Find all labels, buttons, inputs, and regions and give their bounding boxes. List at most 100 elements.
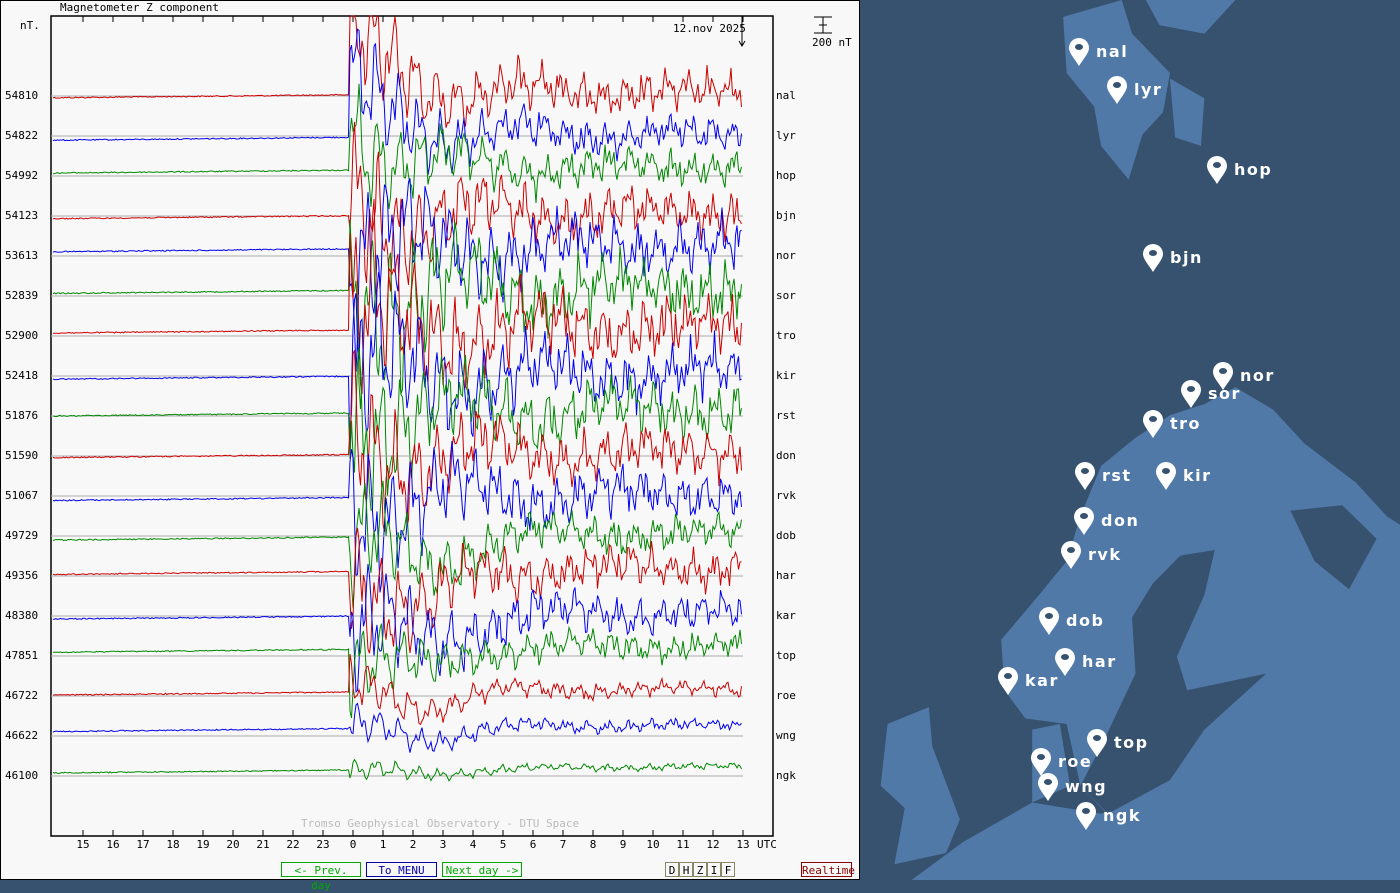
trace-kar: [52, 563, 742, 694]
baseline-value-har: 49356: [5, 569, 39, 582]
component-button-i[interactable]: I: [707, 862, 721, 877]
hour-tick-label: 0: [349, 838, 357, 851]
map-pin-icon-kir[interactable]: [1155, 461, 1177, 491]
magnetometer-plot-panel: Magnetometer Z component nT. 12.nov 2025…: [0, 0, 860, 892]
station-code-nal: nal: [776, 89, 796, 102]
map-pin-icon-lyr[interactable]: [1106, 75, 1128, 105]
map-pin-icon-tro[interactable]: [1142, 409, 1164, 439]
hour-tick-label: 2: [409, 838, 417, 851]
map-label-rst[interactable]: rst: [1102, 466, 1132, 485]
map-label-nal[interactable]: nal: [1096, 42, 1129, 61]
hour-tick-label: 17: [136, 838, 150, 851]
baseline-value-kir: 52418: [5, 369, 39, 382]
hour-tick-label: 5: [499, 838, 507, 851]
hour-tick-label: 8: [589, 838, 597, 851]
map-background: [880, 0, 1400, 880]
map-pin-icon-har[interactable]: [1054, 647, 1076, 677]
hour-tick-label: 13: [736, 838, 750, 851]
baseline-value-kar: 48380: [5, 609, 39, 622]
map-pin-icon-rst[interactable]: [1074, 461, 1096, 491]
map-pin-icon-top[interactable]: [1086, 728, 1108, 758]
baseline-value-dob: 49729: [5, 529, 39, 542]
date-arrow-head: [738, 40, 746, 47]
hour-tick-label: 19: [196, 838, 210, 851]
map-label-dob[interactable]: dob: [1066, 611, 1105, 630]
scale-label: 200 nT: [812, 36, 852, 49]
baseline-value-lyr: 54822: [5, 129, 39, 142]
trace-don: [52, 350, 742, 532]
hour-tick-label: 20: [226, 838, 240, 851]
hour-tick-label: 3: [439, 838, 447, 851]
station-map: nal lyr hop bjn nor sor tro rst kir don rvk dob har k…: [860, 0, 1400, 880]
hour-tick-label: 6: [529, 838, 537, 851]
baseline-value-nor: 53613: [5, 249, 39, 262]
component-button-f[interactable]: F: [721, 862, 735, 877]
hour-tick-label: 1: [379, 838, 387, 851]
map-label-wng[interactable]: wng: [1065, 777, 1108, 796]
baseline-value-tro: 52900: [5, 329, 39, 342]
map-label-rvk[interactable]: rvk: [1088, 545, 1122, 564]
map-pin-icon-don[interactable]: [1073, 506, 1095, 536]
map-label-kar[interactable]: kar: [1025, 671, 1059, 690]
component-button-d[interactable]: D: [665, 862, 679, 877]
map-label-kir[interactable]: kir: [1183, 466, 1212, 485]
map-pin-icon-wng[interactable]: [1037, 772, 1059, 802]
map-pin-icon-nor[interactable]: [1212, 361, 1234, 391]
white-sea: [1290, 505, 1377, 590]
map-pin-icon-dob[interactable]: [1038, 606, 1060, 636]
component-button-h[interactable]: H: [679, 862, 693, 877]
map-label-har[interactable]: har: [1082, 652, 1117, 671]
great-britain: [880, 707, 960, 865]
realtime-button[interactable]: Realtime: [801, 862, 855, 877]
baseline-value-nal: 54810: [5, 89, 39, 102]
hour-tick-label: 16: [106, 838, 120, 851]
map-label-ngk[interactable]: ngk: [1103, 806, 1141, 825]
component-button-z[interactable]: Z: [693, 862, 707, 877]
map-pin-icon-hop[interactable]: [1206, 155, 1228, 185]
station-code-dob: dob: [776, 529, 796, 542]
station-code-bjn: bjn: [776, 209, 796, 222]
continental-europe: [911, 729, 1400, 880]
baltic-sea: [1080, 550, 1267, 814]
station-code-kar: kar: [776, 609, 796, 622]
station-code-sor: sor: [776, 289, 796, 302]
map-label-don[interactable]: don: [1101, 511, 1140, 530]
hour-tick-label: 21: [256, 838, 270, 851]
franz-josef-land: [1145, 0, 1236, 34]
station-code-don: don: [776, 449, 796, 462]
hour-tick-label: 7: [559, 838, 567, 851]
date-label: 12.nov 2025: [673, 22, 746, 35]
map-pin-icon-ngk[interactable]: [1075, 801, 1097, 831]
prev-day-button[interactable]: <- Prev. day: [281, 862, 361, 892]
baseline-value-hop: 54992: [5, 169, 39, 182]
hour-tick-label: 9: [619, 838, 627, 851]
map-label-roe[interactable]: roe: [1058, 752, 1093, 771]
next-day-button[interactable]: Next day ->: [442, 862, 522, 877]
hour-tick-label: 10: [646, 838, 660, 851]
magnetometer-chart: [50, 15, 832, 837]
station-code-lyr: lyr: [776, 129, 796, 142]
baseline-value-wng: 46622: [5, 729, 39, 742]
trace-kir: [52, 272, 742, 458]
seas: [1080, 505, 1377, 814]
trace-ngk: [52, 758, 742, 782]
map-pin-icon-bjn[interactable]: [1142, 243, 1164, 273]
map-label-hop[interactable]: hop: [1234, 160, 1273, 179]
station-code-hop: hop: [776, 169, 796, 182]
map-label-sor[interactable]: sor: [1208, 384, 1241, 403]
map-pin-icon-kar[interactable]: [997, 666, 1019, 696]
map-pin-icon-roe[interactable]: [1030, 747, 1052, 777]
map-label-lyr[interactable]: lyr: [1134, 80, 1163, 99]
station-code-har: har: [776, 569, 796, 582]
menu-button[interactable]: To MENU: [366, 862, 437, 877]
hour-tick-label: 15: [76, 838, 90, 851]
map-label-tro[interactable]: tro: [1170, 414, 1202, 433]
map-pin-icon-nal[interactable]: [1068, 37, 1090, 67]
map-label-top[interactable]: top: [1114, 733, 1149, 752]
baseline-value-roe: 46722: [5, 689, 39, 702]
hour-tick-label: 11: [676, 838, 690, 851]
map-pin-icon-sor[interactable]: [1180, 379, 1202, 409]
map-label-bjn[interactable]: bjn: [1170, 248, 1203, 267]
map-pin-icon-rvk[interactable]: [1060, 540, 1082, 570]
map-label-nor[interactable]: nor: [1240, 366, 1275, 385]
